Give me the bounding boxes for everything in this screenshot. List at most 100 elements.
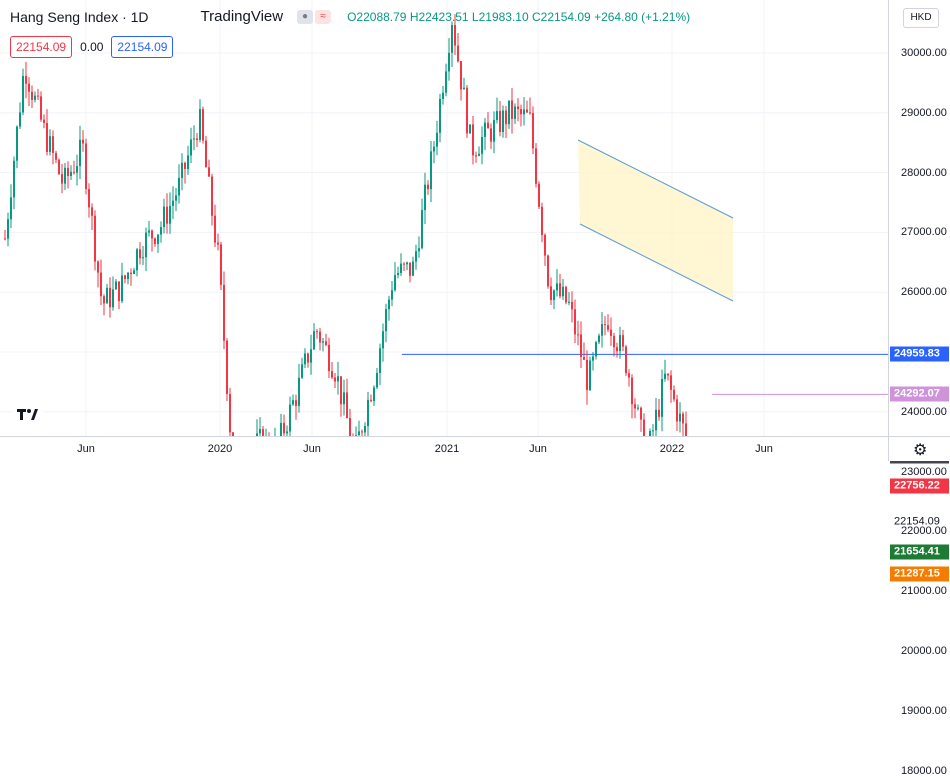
chart-area[interactable]: Hang Seng Index · 1D TradingView ● ≈ O22… <box>0 0 888 436</box>
candle-body <box>625 346 627 374</box>
candle-body <box>595 342 597 357</box>
wave-icon[interactable]: ≈ <box>315 9 332 24</box>
candle-body <box>664 373 666 380</box>
symbol-title[interactable]: Hang Seng Index · 1D <box>10 8 149 25</box>
low-value: 21983.10 <box>478 9 529 24</box>
descending-channel[interactable] <box>578 140 733 300</box>
time-axis[interactable]: Jun 2020 Jun 2021 Jun 2022 Jun <box>0 436 888 461</box>
candle-body <box>322 341 324 343</box>
candle-body <box>466 87 468 134</box>
candle-body <box>79 139 81 167</box>
candle-body <box>538 183 540 207</box>
candle-body <box>229 393 231 433</box>
candle-body <box>535 148 537 184</box>
candle-body <box>133 270 135 275</box>
tradingview-logo-icon[interactable] <box>12 402 44 426</box>
candle-body <box>91 207 93 216</box>
gear-icon[interactable]: ⚙ <box>913 442 928 459</box>
candle-body <box>223 284 225 341</box>
price-tick: 28000.00 <box>901 166 947 179</box>
candle-body <box>148 230 150 233</box>
currency-selector[interactable]: HKD <box>903 8 939 28</box>
time-tick: 2022 <box>659 443 685 455</box>
eye-icon[interactable]: ● <box>297 9 314 24</box>
price-tick: 26000.00 <box>901 286 947 299</box>
candle-body <box>298 377 300 406</box>
channel-upper-line[interactable] <box>577 139 734 219</box>
candle-body <box>442 92 444 99</box>
candle-body <box>550 286 552 301</box>
price-level-label[interactable]: 21654.41 <box>890 544 949 560</box>
candle-body <box>652 430 654 432</box>
price-tick: 24000.00 <box>901 405 947 418</box>
sell-price-box[interactable]: 22154.09 <box>10 36 73 58</box>
price-level-label[interactable]: 21287.15 <box>890 566 949 582</box>
candle-body <box>559 283 561 297</box>
time-tick: 2020 <box>207 443 233 455</box>
candle-body <box>82 139 84 144</box>
candle-body <box>610 329 612 336</box>
time-tick: Jun <box>529 443 547 455</box>
candle-body <box>25 75 27 84</box>
candle-body <box>484 122 486 137</box>
candle-body <box>22 75 24 113</box>
candle-body <box>202 109 204 141</box>
candle-body <box>463 87 465 90</box>
candle-body <box>343 392 345 405</box>
candle-body <box>286 431 288 434</box>
candle-body <box>628 373 630 378</box>
channel-lower-line[interactable] <box>579 223 734 302</box>
candle-body <box>496 111 498 121</box>
candle-body <box>292 400 294 405</box>
candle-body <box>685 423 687 436</box>
bid-ask-row: 22154.09 0.00 22154.09 <box>10 36 174 58</box>
candle-body <box>601 324 603 336</box>
candle-body <box>616 347 618 352</box>
candle-body <box>112 289 114 308</box>
candle-body <box>217 242 219 245</box>
candle-body <box>682 413 684 424</box>
buy-price-box[interactable]: 22154.09 <box>111 36 174 58</box>
candle-body <box>673 389 675 400</box>
tradingview-brand: TradingView <box>200 8 284 25</box>
price-level-label[interactable]: 24292.07 <box>890 386 949 402</box>
price-chart[interactable] <box>0 0 888 436</box>
candle-body <box>85 143 87 190</box>
price-level-label[interactable]: 22756.22 <box>890 478 949 494</box>
candle-body <box>418 248 420 252</box>
candle-body <box>676 399 678 422</box>
candle-body <box>163 206 165 228</box>
close-value: 22154.09 <box>540 9 591 24</box>
candle-body <box>661 379 663 417</box>
candle-body <box>376 372 378 388</box>
candle-body <box>175 195 177 201</box>
candle-body <box>499 111 501 132</box>
chart-legend: Hang Seng Index · 1D TradingView ● ≈ O22… <box>10 8 690 25</box>
candle-body <box>562 286 564 297</box>
candle-body <box>208 167 210 177</box>
candle-body <box>331 371 333 378</box>
candle-body <box>328 344 330 372</box>
price-tick: 19000.00 <box>901 704 947 717</box>
candle-body <box>100 272 102 297</box>
candle-body <box>190 139 192 156</box>
candle-body <box>307 353 309 363</box>
candle-body <box>469 124 471 134</box>
price-level-label[interactable]: 24959.83 <box>890 346 949 362</box>
candle-body <box>145 232 147 258</box>
price-level-label[interactable]: 22154.09 <box>894 515 940 528</box>
candle-body <box>49 136 51 152</box>
candle-body <box>55 152 57 160</box>
change-value: +264.80 (+1.21%) <box>594 9 691 24</box>
price-axis[interactable]: HKD 30000.00 29000.00 28000.00 27000.00 2600… <box>888 0 950 777</box>
candle-body <box>169 205 171 224</box>
candle-body <box>388 299 390 310</box>
candle-body <box>592 356 594 361</box>
candle-body <box>529 112 531 114</box>
candle-body <box>598 335 600 343</box>
candle-body <box>679 413 681 422</box>
candle-body <box>346 392 348 419</box>
candle-body <box>667 373 669 376</box>
candle-body <box>259 429 261 434</box>
candle-body <box>523 109 525 115</box>
